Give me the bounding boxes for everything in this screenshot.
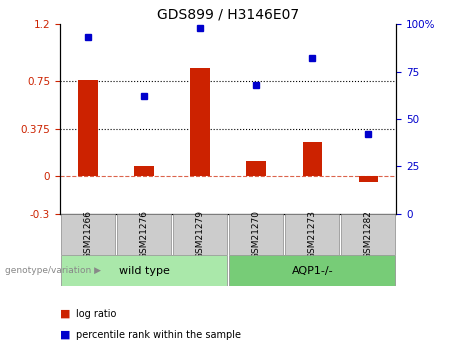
Bar [61,255,227,286]
Bar [190,68,210,176]
Text: GSM21279: GSM21279 [195,210,205,259]
Text: wild type: wild type [118,266,170,276]
Text: GSM21273: GSM21273 [308,210,317,259]
Text: GSM21282: GSM21282 [364,210,373,259]
Bar [117,214,171,255]
Bar [302,142,322,176]
Bar [342,214,396,255]
Bar [173,214,227,255]
Bar [359,176,378,182]
Text: AQP1-/-: AQP1-/- [291,266,333,276]
Bar [285,214,339,255]
Text: genotype/variation ▶: genotype/variation ▶ [5,266,100,275]
Bar [247,161,266,176]
Text: GSM21266: GSM21266 [83,210,93,259]
Bar [134,166,154,176]
Title: GDS899 / H3146E07: GDS899 / H3146E07 [157,8,299,22]
Bar [229,214,283,255]
Text: percentile rank within the sample: percentile rank within the sample [76,330,241,339]
Text: ■: ■ [60,330,71,339]
Text: log ratio: log ratio [76,309,117,319]
Text: GSM21270: GSM21270 [252,210,261,259]
Bar [78,80,98,176]
Text: ■: ■ [60,309,71,319]
Bar [61,214,115,255]
Text: GSM21276: GSM21276 [140,210,148,259]
Bar [229,255,396,286]
